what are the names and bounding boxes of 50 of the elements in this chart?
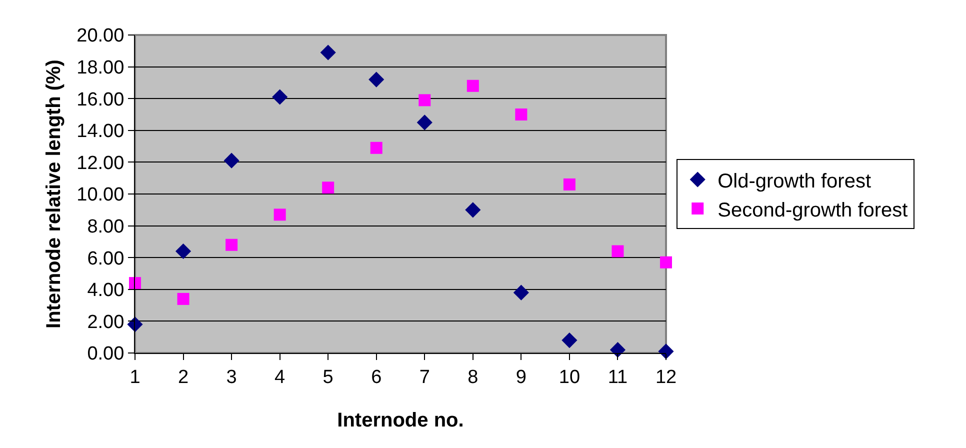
legend-label: Old-growth forest (718, 170, 872, 192)
x-tick-label: 1 (130, 366, 140, 388)
y-tick-label: 10.00 (76, 184, 124, 206)
point (513, 284, 529, 300)
x-tick-label: 5 (322, 366, 334, 388)
x-tick-label: 6 (371, 366, 382, 388)
y-tick-label: 20.00 (76, 26, 124, 47)
point (368, 72, 384, 88)
point (418, 94, 431, 106)
point (416, 114, 432, 130)
point (177, 292, 190, 305)
y-tick-label: 4.00 (87, 280, 124, 302)
y-tick-label: 16.00 (76, 89, 124, 110)
y-tick-label: 0.00 (87, 344, 124, 365)
point (322, 182, 334, 194)
x-tick-label: 12 (655, 366, 677, 388)
point (274, 208, 286, 221)
x-tick-label: 4 (274, 366, 286, 388)
point (224, 152, 240, 168)
x-tick-label: 8 (468, 366, 478, 388)
x-tick-label: 9 (516, 366, 526, 388)
point (272, 89, 288, 105)
point (129, 277, 141, 290)
point (562, 332, 578, 348)
x-axis-title: Internode no. (337, 409, 464, 432)
legend-label: Second-growth forest (718, 199, 908, 222)
x-tick-label: 11 (608, 366, 628, 388)
y-tick-label: 8.00 (87, 216, 124, 238)
point (515, 108, 528, 120)
point (465, 202, 481, 218)
point (175, 243, 192, 260)
point (610, 342, 626, 358)
y-axis-title: Internode relative length (%) (43, 60, 66, 328)
point (466, 80, 479, 92)
point (658, 344, 674, 360)
y-tick-label: 18.00 (76, 57, 124, 78)
point (370, 142, 382, 154)
point (226, 238, 238, 251)
x-tick-label: 3 (226, 366, 237, 388)
point (320, 44, 336, 60)
x-tick-label: 10 (558, 366, 580, 388)
point (612, 245, 624, 258)
point (660, 256, 672, 268)
y-tick-label: 2.00 (87, 312, 124, 333)
y-tick-label: 6.00 (87, 248, 124, 270)
point (563, 178, 576, 190)
x-tick-label: 7 (419, 366, 430, 388)
x-tick-label: 2 (178, 366, 189, 388)
y-tick-label: 14.00 (76, 121, 124, 142)
y-tick-label: 12.00 (76, 152, 124, 174)
